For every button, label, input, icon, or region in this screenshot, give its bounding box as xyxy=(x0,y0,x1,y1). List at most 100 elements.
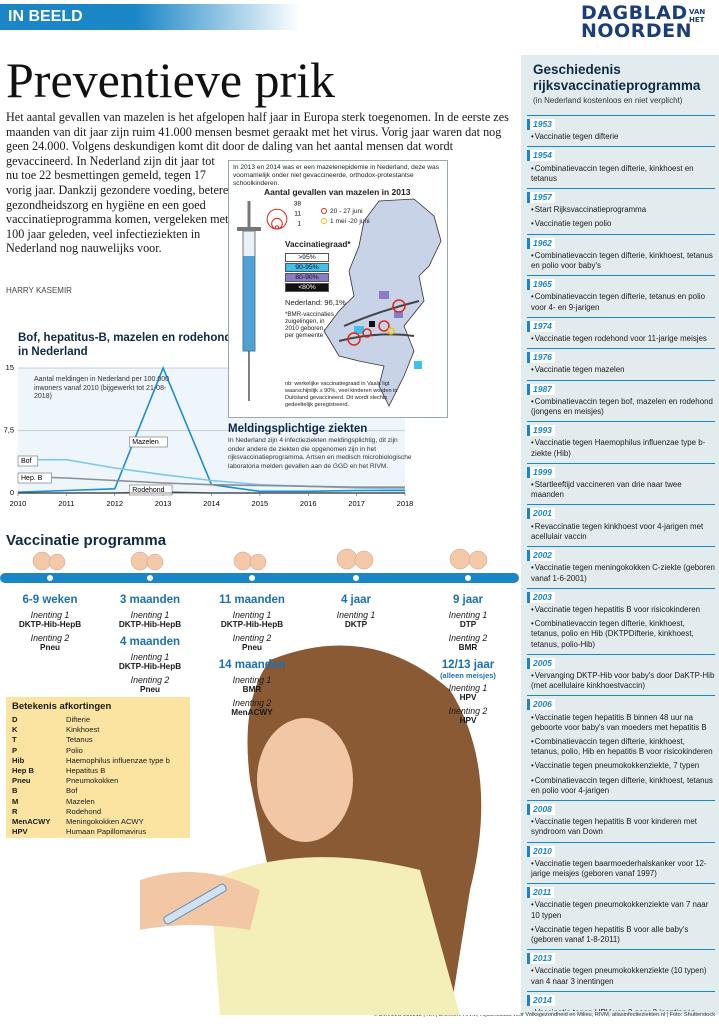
kid-head xyxy=(48,553,66,571)
x-tick-label: 2012 xyxy=(106,499,123,508)
abbr-code: T xyxy=(12,735,17,745)
age-note: (alleen meisjes) xyxy=(440,671,496,680)
size-circle xyxy=(274,225,280,230)
timeline-item: Vaccinatie tegen pneumokokkenziekte, 7 t… xyxy=(527,761,715,771)
series-label: Mazelen xyxy=(129,436,168,448)
timeline-item: Vaccinatie tegen HPV van 3 naar 2 inenti… xyxy=(527,1008,715,1011)
map-note: nb: werkelijke vaccinatiegraad in Vaals … xyxy=(285,381,398,408)
legend-label: Mazelen xyxy=(132,439,159,446)
sidebar-title: Geschiedenis rijksvaccinatieprogramma xyxy=(533,62,701,93)
timeline-item: Vaccinatie tegen pneumokokkenziekte van … xyxy=(527,900,715,920)
case-circle xyxy=(392,299,406,313)
abbr-row: HPV Humaan Papillomavirus xyxy=(12,827,184,837)
kid-head xyxy=(130,551,150,571)
timeline-entry: 1987 Combinatievaccin tegen bof, mazelen … xyxy=(527,379,715,418)
series-line xyxy=(17,475,405,488)
timeline-entry: 1999 Startleeftijd vaccineren van drie na… xyxy=(527,462,715,501)
program-column: 6-9 weken Inenting 1 DKTP-Hib-HepB Inenting… xyxy=(0,588,102,656)
year: 1974 xyxy=(527,320,555,332)
age: 14 maanden xyxy=(218,659,286,671)
y-tick-label: 15 xyxy=(6,363,14,372)
map-intro: In 2013 en 2014 was er een mazelenepidem… xyxy=(233,164,440,187)
shot-label: Inenting 1 xyxy=(448,610,488,620)
kid-head xyxy=(146,553,164,571)
timeline-entry: 2003 Vaccinatie tegen hepatitis B voor ri… xyxy=(527,587,715,650)
timeline-item: Combinatievaccin tegen difterie, tetanus… xyxy=(527,292,715,312)
shirt xyxy=(210,857,460,1015)
label-box xyxy=(17,455,39,467)
timeline-entry: 2002Vaccinatie tegen meningokokken C-zie… xyxy=(527,546,715,584)
age: 3 maanden xyxy=(119,594,181,606)
abbr-row: Hep B Hepatitus B xyxy=(12,766,184,776)
coverage-row: 90-95% xyxy=(285,263,329,272)
timeline-item: Vaccinatie tegen hepatitis B binnen 48 u… xyxy=(527,713,715,733)
map-shape xyxy=(323,198,442,407)
timeline-entry: 1974 Vaccinatie tegen rodehond voor 11-ja… xyxy=(527,316,715,344)
shot-label: Inenting 2 xyxy=(130,675,170,685)
vaccine: DKTP-Hib-HepB xyxy=(220,620,284,629)
size-label: 11 xyxy=(294,211,301,218)
timeline-entry: 2001 Revaccinatie tegen kinkhoest voor 4-… xyxy=(527,504,715,542)
footer: © DvhN/LC 280818 | HK | Bronnen: RIVM, R… xyxy=(373,1012,715,1018)
headline: Preventieve prik xyxy=(6,52,336,108)
map-area xyxy=(354,326,364,334)
age: 4 jaar xyxy=(340,594,372,606)
map-area xyxy=(394,311,403,318)
timeline-item: Vervanging DKTP-Hib voor baby's door DaK… xyxy=(527,671,715,691)
label-box xyxy=(129,484,173,496)
timeline-entry: 1954 Combinatievaccin tegen difterie, kin… xyxy=(527,146,715,184)
x-tick-label: 2011 xyxy=(58,499,74,508)
abbr-meaning: Haemophilus influenzae type b xyxy=(66,755,170,765)
abbr-code: Hib xyxy=(12,755,25,765)
abbr-meaning: Meningokokken ACWY xyxy=(66,817,144,827)
timeline-item: Vaccinatie tegen polio xyxy=(527,219,715,229)
timeline-entry: 2008 Vaccinatie tegen hepatitis B voor ki… xyxy=(527,799,715,838)
vaccine: BMR xyxy=(458,643,478,652)
program-column: 3 maanden Inenting 1 DKTP-Hib-HepB 4 maande… xyxy=(98,588,202,698)
coverage-label: 80-90% xyxy=(295,274,319,281)
timeline-item: Combinatievaccin tegen difterie, kinkhoe… xyxy=(527,737,715,757)
abbreviations-title: Betekenis afkortingen xyxy=(12,701,112,712)
map-area xyxy=(414,361,422,369)
x-tick-label: 2010 xyxy=(10,499,27,508)
timeline-item: Vaccinatie tegen hepatitis B voor risico… xyxy=(527,605,715,615)
coverage-label: >95% xyxy=(298,254,316,261)
syringe-fluid xyxy=(243,256,255,351)
map-area xyxy=(369,321,375,327)
abbr-meaning: Hepatitus B xyxy=(66,766,106,776)
program-column: 9 jaar Inenting 1 DTP Inenting 2 BMR 12/13 ja… xyxy=(416,588,520,729)
kid-head xyxy=(354,550,374,570)
abbr-code: M xyxy=(12,796,19,806)
timeline-item: Vaccinatie tegen hepatitis B voor kinder… xyxy=(527,817,715,837)
coverage-row: 80-90% xyxy=(285,273,329,282)
abbr-code: MenACWY xyxy=(12,817,51,827)
kid-head xyxy=(32,551,52,571)
x-tick-label: 2014 xyxy=(203,499,220,508)
map-graphic xyxy=(237,198,442,407)
program-title: Vaccinatie programma xyxy=(6,532,167,549)
kid-head xyxy=(249,553,267,571)
legend-label: Rodehond xyxy=(132,487,164,494)
logo-small: VAN HET xyxy=(689,8,706,24)
year: 1993 xyxy=(527,425,555,437)
timeline-entry: 1962 Combinatievaccin tegen difterie, kin… xyxy=(527,233,715,272)
map-area xyxy=(379,291,389,299)
shot-label: Inenting 1 xyxy=(130,652,170,662)
abbr-row: P Polio xyxy=(12,746,184,756)
label-box xyxy=(129,436,168,448)
timeline-item: Vaccinatie tegen Haemophilus influenzae … xyxy=(527,438,715,458)
abbr-meaning: Mazelen xyxy=(66,796,95,806)
abbr-code: HPV xyxy=(12,827,28,837)
period-row: 20 - 27 juni xyxy=(321,208,363,216)
size-label: 1 xyxy=(297,221,301,228)
river xyxy=(338,333,415,342)
timeline-entry: 1993Vaccinatie tegen Haemophilus influen… xyxy=(527,421,715,459)
shot-label: Inenting 1 xyxy=(232,610,272,620)
shot-label: Inenting 2 xyxy=(448,633,488,643)
year: 2001 xyxy=(527,508,555,520)
period-label: 20 - 27 juni xyxy=(330,208,363,215)
timeline-entry: 2014 Vaccinatie tegen HPV van 3 naar 2 in… xyxy=(527,990,715,1011)
shot-label: Inenting 2 xyxy=(232,633,272,643)
case-circle xyxy=(347,332,361,346)
